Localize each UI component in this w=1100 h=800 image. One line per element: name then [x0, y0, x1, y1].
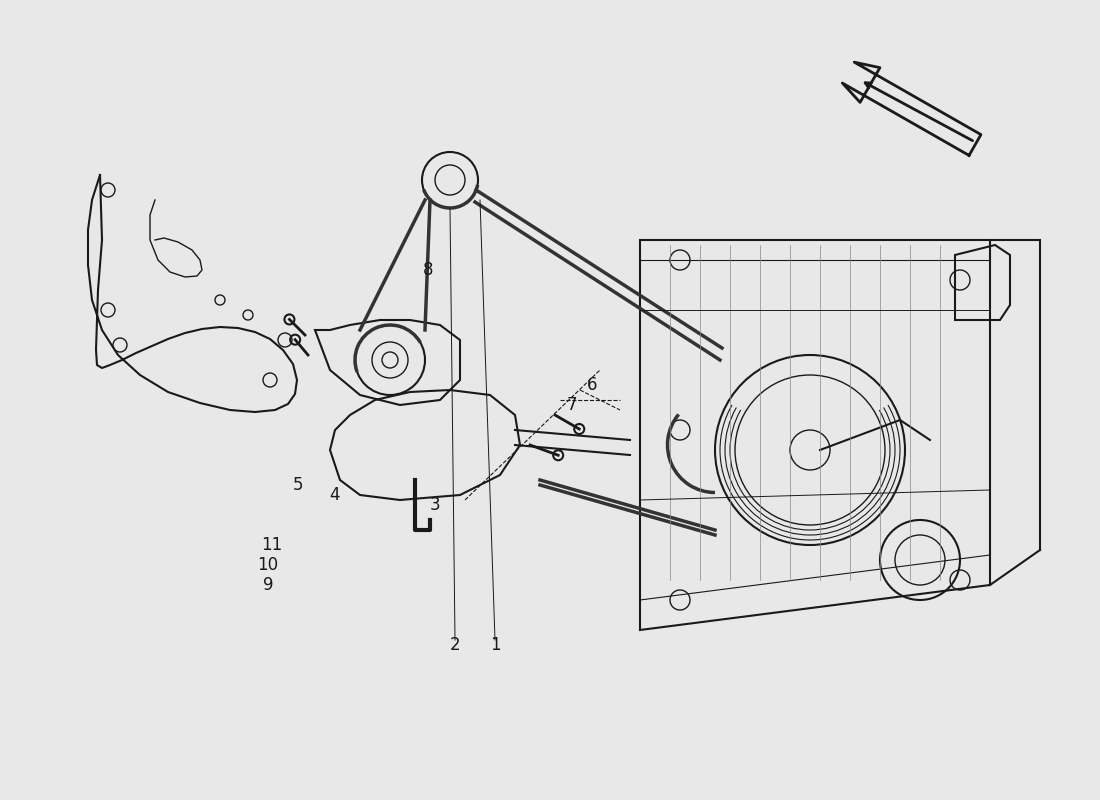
- Text: 7: 7: [566, 396, 578, 414]
- Text: 4: 4: [330, 486, 340, 504]
- Text: 6: 6: [586, 376, 597, 394]
- Text: 3: 3: [430, 496, 440, 514]
- Text: 10: 10: [257, 556, 278, 574]
- Text: 9: 9: [263, 576, 273, 594]
- Text: 8: 8: [422, 261, 433, 279]
- Text: 1: 1: [490, 636, 500, 654]
- Text: 11: 11: [262, 536, 283, 554]
- Text: 2: 2: [450, 636, 460, 654]
- Text: 5: 5: [293, 476, 304, 494]
